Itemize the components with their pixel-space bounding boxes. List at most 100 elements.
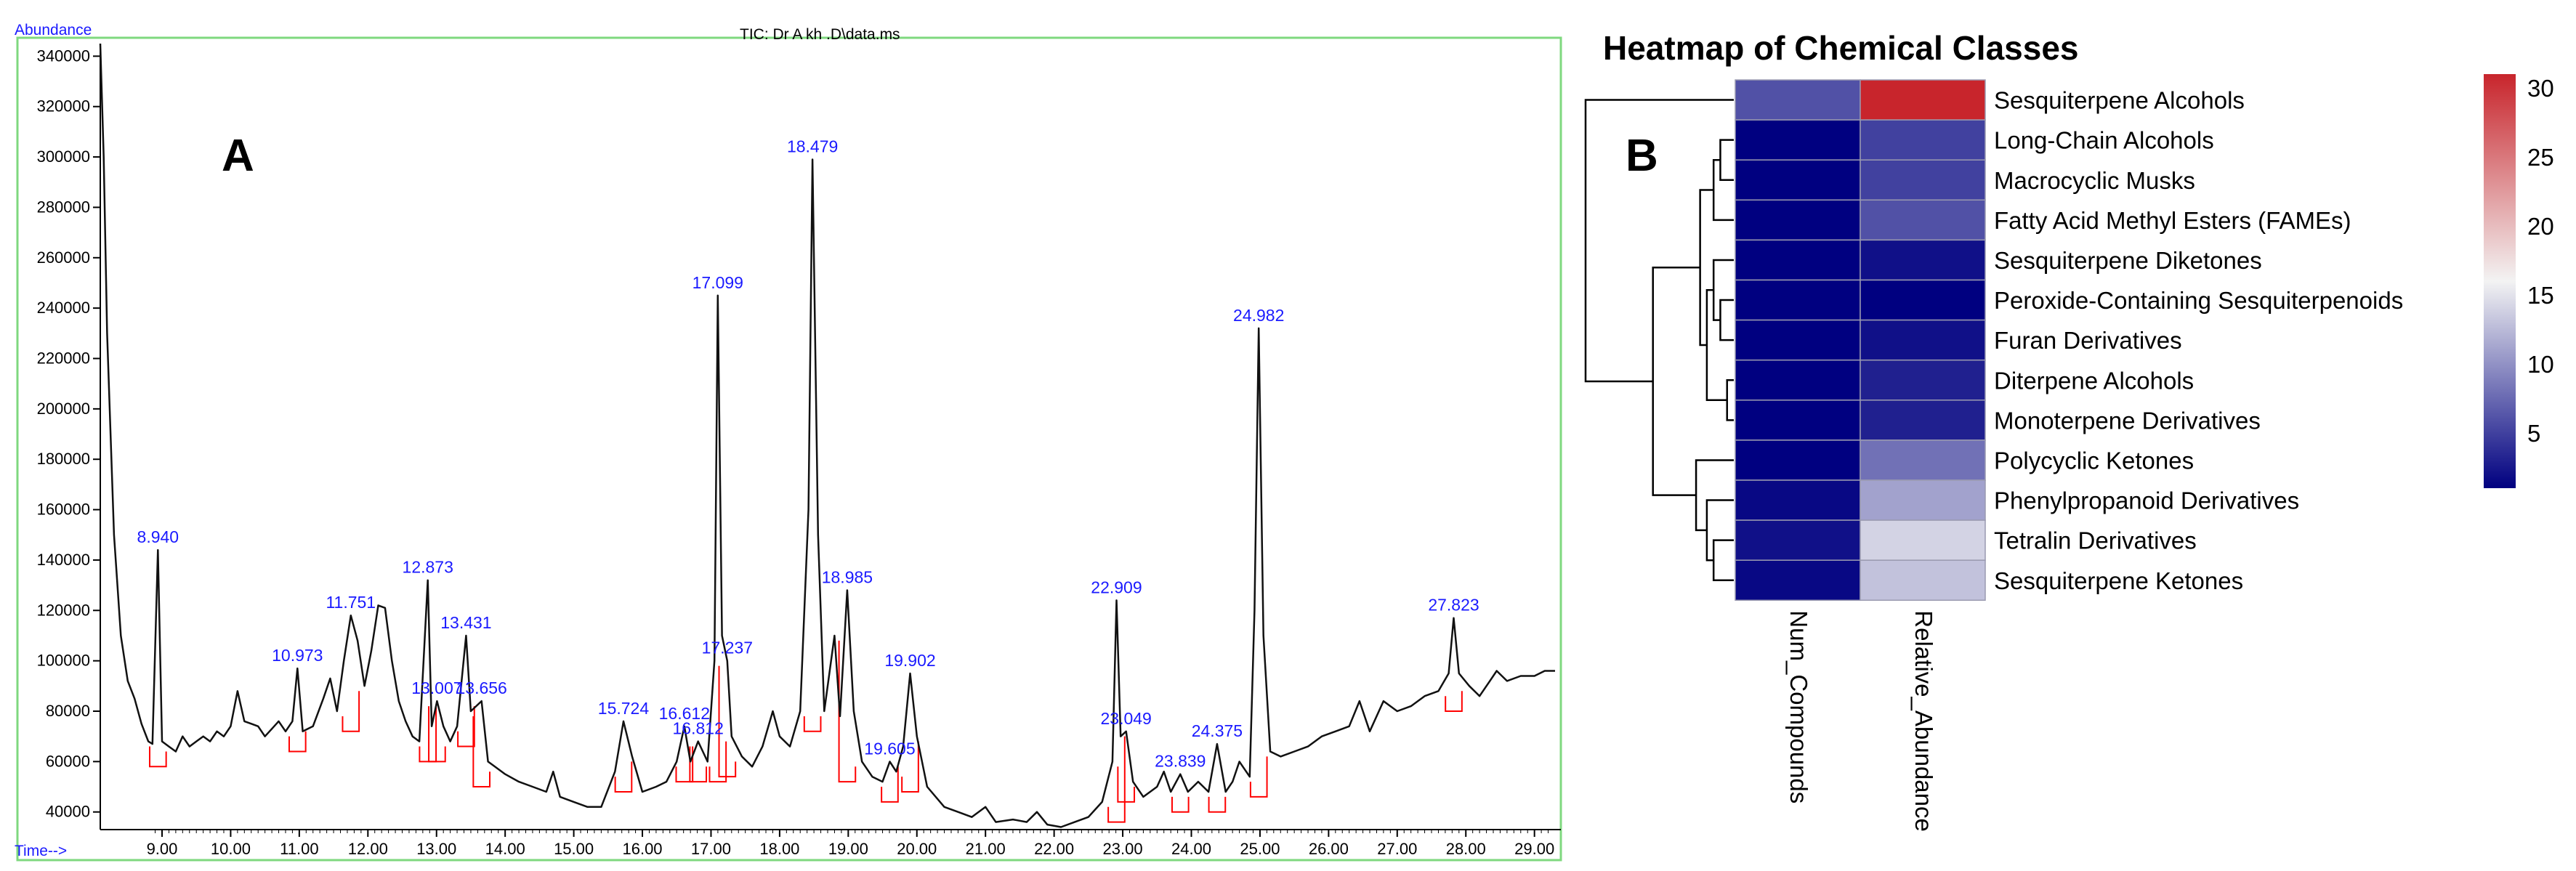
- row-label: Sesquiterpene Diketones: [1994, 247, 2262, 274]
- x-tick-label: 25.00: [1240, 840, 1280, 858]
- y-tick-label: 340000: [37, 46, 90, 65]
- heatmap-cell: [1735, 79, 1861, 121]
- peak-label: 18.985: [822, 568, 873, 587]
- y-tick-label: 320000: [37, 97, 90, 116]
- peak-label: 13.431: [440, 613, 491, 632]
- heatmap-cell: [1860, 199, 1986, 241]
- x-tick-label: 11.00: [280, 840, 318, 858]
- colorbar-tick-label: 15: [2527, 282, 2554, 309]
- peak-baseline: [148, 746, 167, 768]
- row-label: Long-Chain Alcohols: [1994, 127, 2214, 154]
- heatmap-cell: [1735, 199, 1861, 241]
- heatmap-cell: [1735, 279, 1861, 321]
- x-axis-ticks: 9.00 10.00 11.00 12.00 13.00 14.00 15.00 16.00 1…: [147, 830, 1554, 858]
- peak-baseline: [901, 741, 919, 793]
- heatmap-cell: [1860, 519, 1986, 561]
- y-tick-label: 180000: [37, 450, 90, 468]
- y-tick-label: 40000: [46, 803, 90, 821]
- x-tick-label: 17.00: [691, 840, 731, 858]
- x-tick-label: 26.00: [1309, 840, 1349, 858]
- peak-baseline: [1171, 796, 1190, 813]
- row-label: Furan Derivatives: [1994, 327, 2182, 354]
- peak-labels: 8.940 10.973 11.751 12.873 13.007 13.431 13.65…: [137, 137, 1479, 771]
- y-tick-label: 260000: [37, 248, 90, 267]
- row-label: Diterpene Alcohols: [1994, 367, 2194, 394]
- row-label: Peroxide-Containing Sesquiterpenoids: [1994, 287, 2403, 314]
- x-tick-label: 24.00: [1171, 840, 1211, 858]
- x-tick-label: 14.00: [485, 840, 525, 858]
- x-tick-label: 27.00: [1377, 840, 1417, 858]
- x-tick-label: 28.00: [1446, 840, 1486, 858]
- heatmap-cell: [1860, 559, 1986, 601]
- peak-label: 24.982: [1233, 306, 1284, 325]
- heatmap-cell: [1860, 479, 1986, 521]
- heatmap-cell: [1735, 479, 1861, 521]
- peak-label: 16.612: [659, 704, 710, 723]
- x-tick-label: 13.00: [416, 840, 456, 858]
- chromatogram-frame: [16, 36, 1562, 862]
- y-tick-label: 100000: [37, 652, 90, 670]
- colorbar-tick-label: 30: [2527, 75, 2554, 102]
- chromatogram-title: TIC: Dr A kh .D\data.ms: [740, 26, 900, 43]
- heatmap-cell: [1735, 559, 1861, 601]
- x-tick-label: 10.00: [211, 840, 251, 858]
- peak-label: 15.724: [598, 699, 650, 718]
- colorbar: [2484, 74, 2516, 488]
- row-label: Monoterpene Derivatives: [1994, 407, 2261, 434]
- x-tick-label: 20.00: [897, 840, 937, 858]
- peak-baseline: [1445, 691, 1463, 713]
- y-tick-label: 140000: [37, 551, 90, 569]
- row-label: Polycyclic Ketones: [1994, 447, 2194, 474]
- peak-baseline: [342, 691, 360, 732]
- heatmap-cell: [1860, 279, 1986, 321]
- row-labels: Sesquiterpene Alcohols Long-Chain Alcohol…: [1994, 87, 2403, 594]
- colorbar-tick-label: 20: [2527, 213, 2554, 240]
- heatmap-cell: [1735, 359, 1861, 401]
- peak-label: 19.902: [884, 651, 935, 670]
- dendrogram-branch: [1726, 379, 1734, 421]
- heatmap-panel: Heatmap of Chemical Classes B Sesquiterp…: [1584, 29, 2554, 832]
- heatmap-cell: [1735, 119, 1861, 161]
- peak-baseline: [428, 706, 446, 763]
- panel-label-a: A: [222, 131, 254, 181]
- x-tick-label: 19.00: [828, 840, 868, 858]
- row-label: Macrocyclic Musks: [1994, 167, 2195, 194]
- peak-baseline: [1249, 756, 1268, 798]
- x-axis-label: Time-->: [15, 843, 67, 859]
- peak-label: 10.973: [272, 646, 323, 665]
- panel-label-b: B: [1626, 131, 1658, 181]
- peak-label: 13.656: [456, 678, 506, 697]
- x-tick-label: 22.00: [1034, 840, 1074, 858]
- colorbar-tick-label: 25: [2527, 144, 2554, 171]
- peak-label: 22.909: [1091, 578, 1142, 596]
- peak-label: 17.237: [702, 639, 753, 657]
- peak-baseline: [1208, 796, 1227, 813]
- heatmap-cell: [1860, 359, 1986, 401]
- heatmap-cell: [1735, 319, 1861, 361]
- row-label: Sesquiterpene Alcohols: [1994, 87, 2245, 114]
- peak-baseline: [881, 766, 899, 803]
- column-labels: Num_Compounds Relative_Abundance: [1785, 610, 1937, 832]
- column-label: Relative_Abundance: [1910, 610, 1937, 832]
- tic-trace: [99, 43, 1555, 828]
- x-tick-label: 12.00: [348, 840, 388, 858]
- dendrogram-branch: [1705, 499, 1734, 562]
- peak-baselines: [148, 640, 1463, 823]
- y-tick-label: 80000: [46, 702, 90, 720]
- color-legend: 5 10 15 20 25 30: [2484, 74, 2554, 488]
- y-tick-label: 280000: [37, 198, 90, 216]
- y-tick-label: 220000: [37, 349, 90, 367]
- y-tick-label: 300000: [37, 147, 90, 166]
- row-label: Phenylpropanoid Derivatives: [1994, 487, 2299, 514]
- peak-baseline: [472, 716, 491, 788]
- heatmap-cell: [1735, 239, 1861, 281]
- peak-label: 23.839: [1155, 752, 1206, 771]
- peak-label: 16.812: [673, 719, 724, 738]
- row-label: Tetralin Derivatives: [1994, 527, 2197, 554]
- peak-label: 11.751: [326, 593, 376, 612]
- x-tick-label: 29.00: [1514, 840, 1554, 858]
- peak-baseline: [675, 746, 694, 783]
- x-tick-label: 18.00: [759, 840, 799, 858]
- dendrogram-branch: [1699, 189, 1714, 347]
- x-tick-label: 23.00: [1103, 840, 1143, 858]
